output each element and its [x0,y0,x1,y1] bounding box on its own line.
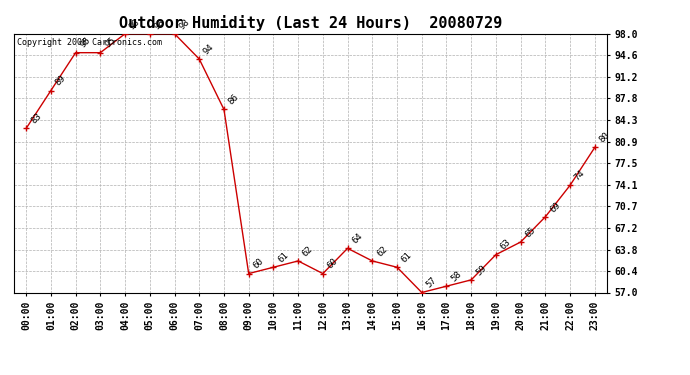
Text: 98: 98 [152,17,166,31]
Text: 60: 60 [326,257,339,271]
Text: 94: 94 [202,42,216,56]
Text: 69: 69 [548,200,562,214]
Text: 64: 64 [351,232,364,246]
Text: 57: 57 [424,276,439,290]
Text: 63: 63 [499,238,513,252]
Text: 95: 95 [103,36,117,50]
Text: 98: 98 [177,17,191,31]
Text: 59: 59 [474,263,488,277]
Text: 60: 60 [251,257,266,271]
Text: 61: 61 [276,251,290,264]
Text: 89: 89 [54,74,68,88]
Text: 61: 61 [400,251,414,264]
Text: 86: 86 [227,93,241,107]
Text: 95: 95 [79,36,92,50]
Text: 62: 62 [375,244,389,258]
Text: 65: 65 [524,225,538,239]
Text: 62: 62 [301,244,315,258]
Text: 80: 80 [598,130,611,145]
Text: 98: 98 [128,17,142,31]
Text: 58: 58 [449,270,463,284]
Text: 74: 74 [573,168,587,182]
Title: Outdoor Humidity (Last 24 Hours)  20080729: Outdoor Humidity (Last 24 Hours) 2008072… [119,15,502,31]
Text: Copyright 2008 Cartronics.com: Copyright 2008 Cartronics.com [17,38,161,46]
Text: 83: 83 [29,112,43,126]
